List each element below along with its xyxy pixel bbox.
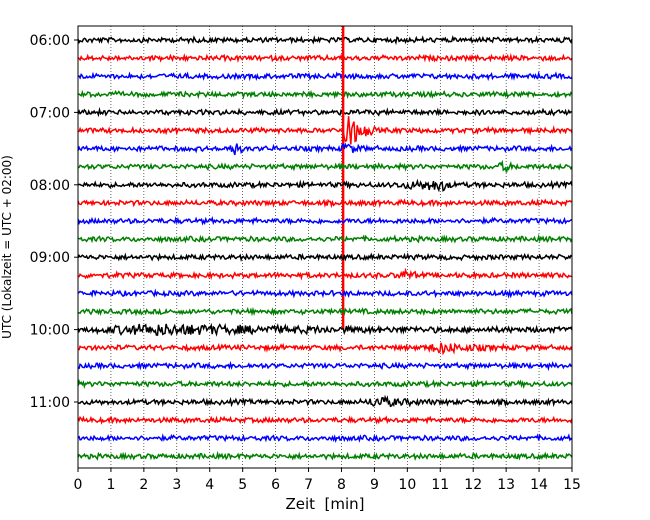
seismogram-trace-06:15 xyxy=(77,52,573,63)
seismogram-trace-11:00 xyxy=(77,394,573,408)
seismogram-trace-08:15 xyxy=(77,198,573,209)
x-tick-label: 5 xyxy=(238,477,247,493)
x-tick-label: 12 xyxy=(464,477,482,493)
x-tick-label: 0 xyxy=(74,477,83,493)
x-axis-ticks: 0 1 2 3 4 5 6 7 8 9 10 11 12 13 14 15 xyxy=(74,468,581,493)
x-tick-label: 14 xyxy=(530,477,548,493)
seismogram-traces xyxy=(77,26,573,461)
seismogram-trace-07:15 xyxy=(77,116,573,145)
seismogram-trace-06:45 xyxy=(77,89,573,100)
y-tick-label: 11:00 xyxy=(30,395,70,411)
x-axis-label: Zeit [min] xyxy=(285,495,364,513)
seismogram-trace-07:30 xyxy=(77,142,573,156)
seismogram-trace-11:30 xyxy=(77,433,573,444)
x-tick-label: 6 xyxy=(271,477,280,493)
plot-frame xyxy=(77,25,573,469)
seismogram-trace-10:15 xyxy=(77,342,573,356)
y-tick-label: 09:00 xyxy=(30,250,70,266)
seismogram-trace-08:30 xyxy=(77,215,573,226)
seismogram-trace-08:00 xyxy=(77,178,573,193)
seismogram-trace-07:45 xyxy=(77,159,573,173)
y-axis-ticks: 06:00 07:00 08:00 09:00 10:00 11:00 xyxy=(30,33,78,411)
x-tick-label: 15 xyxy=(563,477,581,493)
seismogram-trace-10:45 xyxy=(77,378,573,390)
x-tick-label: 1 xyxy=(106,477,115,493)
seismogram-trace-08:45 xyxy=(77,233,573,244)
y-tick-label: 08:00 xyxy=(30,178,70,194)
x-tick-label: 13 xyxy=(497,477,515,493)
x-tick-label: 7 xyxy=(304,477,313,493)
seismogram-trace-07:00 xyxy=(77,106,573,118)
y-tick-label: 06:00 xyxy=(30,33,70,49)
x-tick-label: 4 xyxy=(205,477,214,493)
seismogram-trace-06:30 xyxy=(77,70,573,82)
x-tick-label: 8 xyxy=(337,477,346,493)
seismogram-trace-09:00 xyxy=(77,252,573,262)
seismogram-trace-09:15 xyxy=(77,267,573,281)
y-tick-label: 07:00 xyxy=(30,105,70,121)
seismogram-trace-11:45 xyxy=(77,450,573,461)
x-tick-label: 11 xyxy=(431,477,449,493)
y-tick-label: 10:00 xyxy=(30,323,70,339)
seismogram-trace-09:45 xyxy=(77,306,573,317)
seismogram-trace-11:15 xyxy=(77,415,573,425)
seismogram-trace-10:00 xyxy=(77,322,573,337)
x-tick-label: 9 xyxy=(370,477,379,493)
x-tick-label: 10 xyxy=(398,477,416,493)
seismogram-trace-06:00 xyxy=(77,35,573,46)
seismogram-trace-10:30 xyxy=(77,360,573,372)
seismogram-trace-09:30 xyxy=(77,288,573,299)
x-tick-label: 2 xyxy=(139,477,148,493)
x-tick-label: 3 xyxy=(172,477,181,493)
y-axis-label: UTC (Lokalzeit = UTC + 02:00) xyxy=(0,155,14,339)
